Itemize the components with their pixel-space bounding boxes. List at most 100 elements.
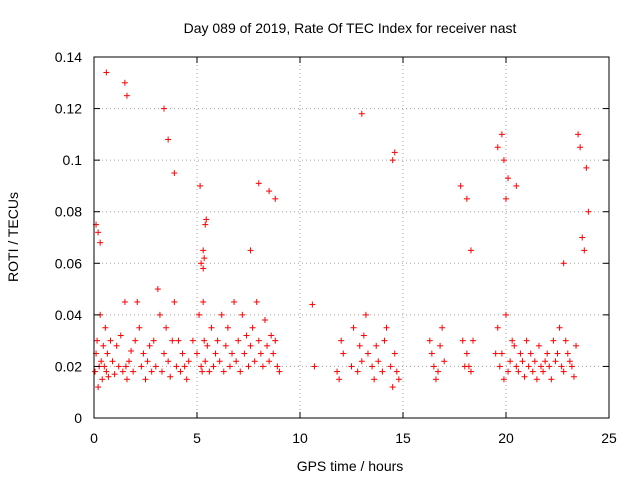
data-point xyxy=(92,368,99,375)
data-point xyxy=(503,311,509,318)
data-point xyxy=(540,368,547,375)
data-point xyxy=(560,260,567,267)
data-point xyxy=(568,363,575,370)
data-point xyxy=(465,363,472,370)
data-point xyxy=(208,324,215,331)
data-point xyxy=(109,358,116,365)
data-point xyxy=(202,358,209,365)
data-point xyxy=(535,342,542,349)
data-point xyxy=(274,363,281,370)
data-point xyxy=(379,368,386,375)
data-point xyxy=(581,247,588,254)
data-point xyxy=(212,350,219,357)
data-point xyxy=(121,298,128,305)
data-point xyxy=(358,358,365,365)
data-point xyxy=(309,301,316,308)
data-point xyxy=(556,324,563,331)
data-point xyxy=(229,350,236,357)
data-point xyxy=(467,247,474,254)
data-point xyxy=(154,286,161,293)
data-point xyxy=(253,298,260,305)
data-point xyxy=(546,363,553,370)
data-point xyxy=(177,368,184,375)
data-point xyxy=(509,337,516,344)
data-point xyxy=(496,363,503,370)
data-point xyxy=(218,311,225,318)
data-point xyxy=(566,358,573,365)
y-tick-label: 0.1 xyxy=(63,152,83,168)
data-point xyxy=(169,337,176,344)
data-point xyxy=(268,332,275,339)
data-point xyxy=(259,363,266,370)
data-point xyxy=(494,324,501,331)
data-point xyxy=(233,358,240,365)
data-point xyxy=(375,358,382,365)
data-point xyxy=(500,376,507,383)
data-point xyxy=(183,376,190,383)
data-point xyxy=(140,350,147,357)
y-tick-label: 0.08 xyxy=(55,204,82,220)
x-tick-label: 15 xyxy=(395,430,411,446)
data-point xyxy=(511,342,518,349)
data-point xyxy=(492,350,499,357)
data-point xyxy=(220,368,227,375)
data-point xyxy=(338,337,345,344)
data-point xyxy=(194,350,200,357)
y-tick-label: 0.12 xyxy=(55,101,82,117)
data-point xyxy=(202,221,209,228)
x-tick-label: 20 xyxy=(498,430,514,446)
data-point xyxy=(126,358,133,365)
data-point xyxy=(272,337,279,344)
data-point xyxy=(156,311,163,318)
data-point xyxy=(130,368,137,375)
x-tick-label: 5 xyxy=(193,430,201,446)
data-point xyxy=(391,350,398,357)
data-point xyxy=(231,298,238,305)
data-point xyxy=(261,317,268,324)
data-point xyxy=(533,376,540,383)
data-point xyxy=(266,188,273,195)
data-point xyxy=(134,298,141,305)
data-point xyxy=(235,337,242,344)
data-point xyxy=(513,182,520,189)
data-point xyxy=(249,324,256,331)
data-point xyxy=(548,376,555,383)
data-point xyxy=(348,363,355,370)
data-points xyxy=(92,69,592,391)
data-point xyxy=(437,342,444,349)
data-point xyxy=(340,350,347,357)
data-point xyxy=(111,371,118,378)
data-point xyxy=(107,337,114,344)
y-axis-label: ROTI / TECUs xyxy=(5,192,21,282)
data-point xyxy=(428,350,435,357)
data-point xyxy=(276,368,283,375)
data-point xyxy=(579,234,586,241)
data-point xyxy=(463,350,470,357)
data-point xyxy=(519,358,526,365)
data-point xyxy=(200,298,207,305)
data-point xyxy=(266,358,273,365)
data-point xyxy=(171,298,178,305)
data-point xyxy=(558,363,565,370)
data-point xyxy=(505,368,512,375)
data-point xyxy=(175,337,182,344)
data-point xyxy=(201,337,208,344)
data-point xyxy=(529,368,536,375)
data-point xyxy=(104,350,111,357)
data-point xyxy=(538,363,545,370)
data-point xyxy=(562,337,569,344)
data-point xyxy=(585,208,592,215)
data-point xyxy=(185,358,192,365)
data-point xyxy=(521,373,528,380)
data-point xyxy=(161,105,168,112)
data-point xyxy=(358,110,365,117)
data-point xyxy=(158,368,165,375)
data-point xyxy=(270,350,277,357)
data-point xyxy=(210,363,217,370)
data-point xyxy=(138,363,145,370)
data-point xyxy=(463,195,470,202)
data-point xyxy=(552,358,559,365)
data-point xyxy=(181,363,188,370)
data-point xyxy=(161,350,168,357)
data-point xyxy=(199,368,206,375)
